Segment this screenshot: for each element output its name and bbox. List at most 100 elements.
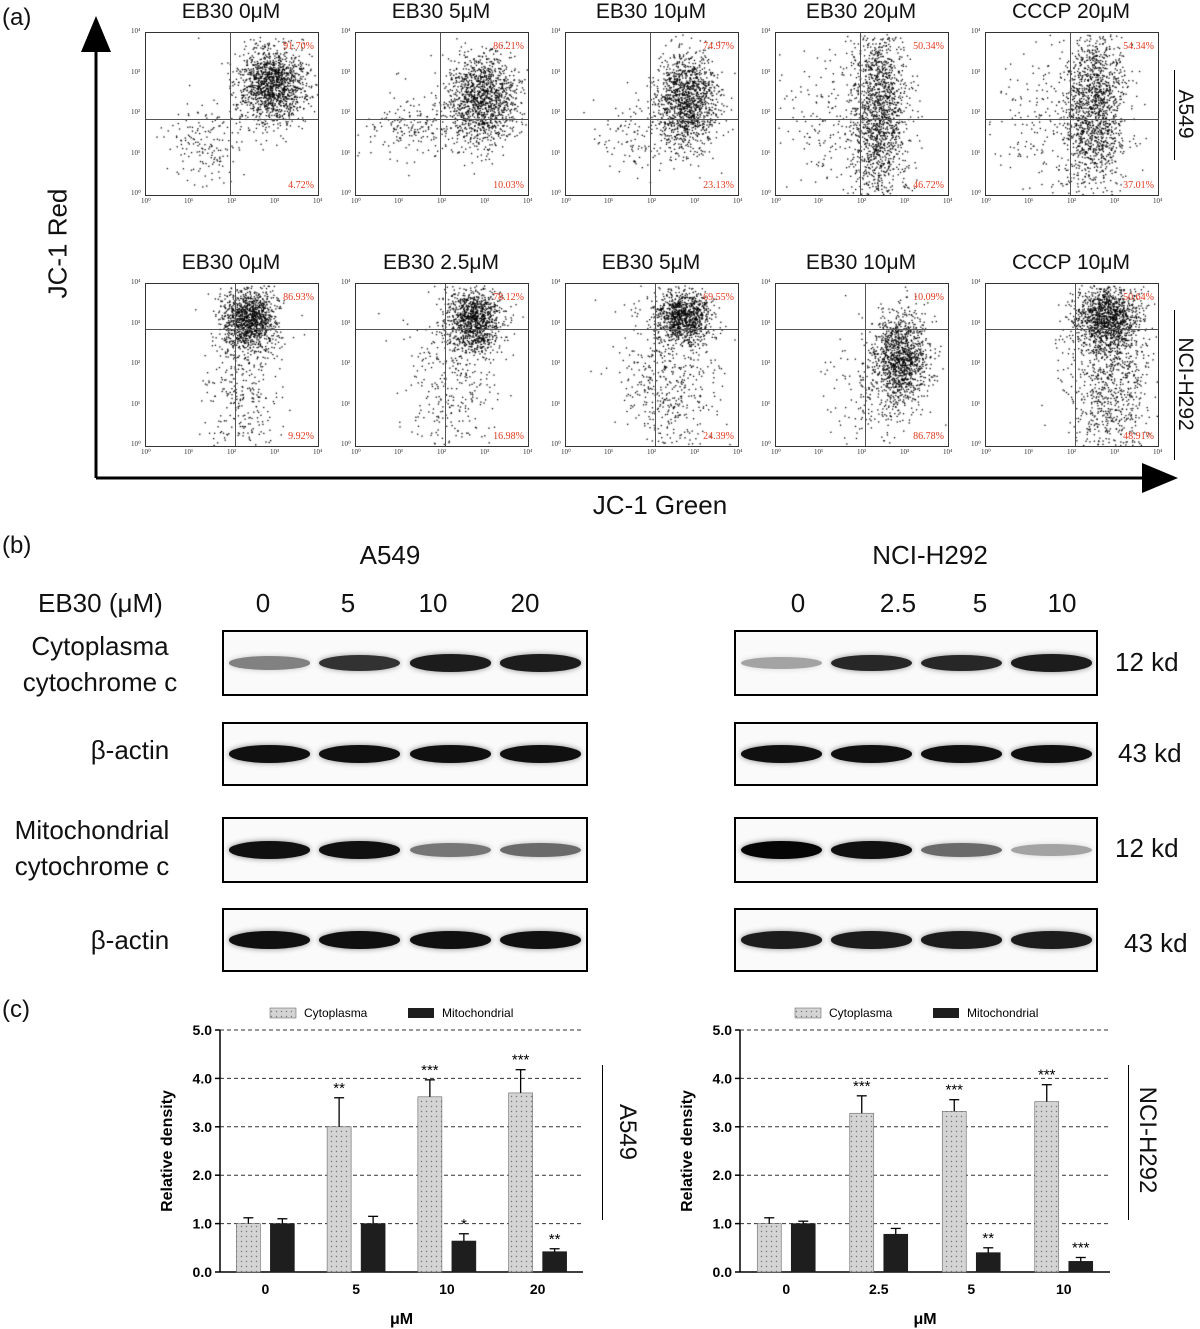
lower-right-percent: 23.13%	[703, 180, 734, 191]
quadrant-horizontal	[986, 329, 1158, 331]
flow-x-tick: 10³	[900, 448, 910, 456]
flow-y-tick: 10³	[971, 67, 981, 76]
flow-x-tick: 10¹	[394, 197, 404, 205]
y-axis-label: Relative density	[159, 1090, 176, 1212]
bar-cytoplasma	[326, 1126, 352, 1273]
flow-x-tick: 10⁰	[141, 448, 151, 456]
lower-right-percent: 86.78%	[913, 431, 944, 442]
chart-h292-side-bar	[1128, 1065, 1129, 1220]
flow-dot-scatter	[566, 33, 738, 195]
flow-cell-line-a549: A549	[1174, 89, 1197, 139]
flow-x-tick: 10¹	[814, 448, 824, 456]
flow-x-tick: 10¹	[184, 448, 194, 456]
wb-row-label-actin-2: β-actin	[90, 925, 170, 955]
quadrant-vertical	[1070, 33, 1072, 195]
flow-y-tick: 10¹	[971, 148, 981, 157]
significance-mark: **	[333, 1080, 345, 1097]
bar-mitochondrial	[1068, 1261, 1094, 1273]
flow-dot-plot: 86.93% 9.92%	[145, 283, 319, 447]
blot-band	[830, 745, 912, 763]
wb-conc-a549-0: 0	[255, 588, 271, 618]
flow-dot-scatter	[566, 284, 738, 446]
upper-right-percent: 10.09%	[913, 292, 944, 303]
flow-x-tick: 10³	[900, 197, 910, 205]
flow-x-tick: 10⁴	[523, 448, 533, 456]
chart-cell-line-h292: NCI-H292	[1134, 1086, 1161, 1194]
blot-band	[500, 931, 582, 949]
x-tick-label: 20	[530, 1281, 546, 1297]
upper-right-percent: 78.12%	[493, 292, 524, 303]
flow-x-tick: 10⁴	[733, 197, 743, 205]
flow-dot-scatter	[146, 284, 318, 446]
blot-band	[228, 745, 310, 763]
flow-y-tick: 10⁴	[341, 278, 351, 286]
western-blot-image	[734, 817, 1098, 883]
blot-band	[409, 843, 491, 857]
chart-a549-side-bar	[602, 1065, 603, 1220]
wb-row-label-mito: Mitochondrial cytochrome c	[0, 812, 192, 884]
blot-band	[1010, 843, 1092, 857]
y-tick-label: 3.0	[713, 1119, 733, 1135]
blot-band	[740, 656, 822, 670]
a549-side-bar	[1174, 70, 1175, 160]
blot-band	[1010, 745, 1092, 763]
wb-conc-header: EB30 (μM)	[38, 588, 163, 618]
flow-y-tick: 10²	[551, 108, 561, 116]
flow-y-tick: 10³	[131, 67, 141, 76]
flow-x-tick: 10²	[437, 197, 447, 205]
blot-band	[319, 841, 401, 859]
panel-a-label: (a)	[2, 4, 32, 31]
flow-x-tick: 10¹	[604, 197, 614, 205]
lower-right-percent: 24.39%	[703, 431, 734, 442]
flow-x-axis-label: JC-1 Green	[592, 490, 728, 520]
flow-y-tick: 10²	[341, 108, 351, 116]
blot-band	[830, 654, 912, 672]
flow-y-tick: 10¹	[131, 148, 141, 157]
flow-y-tick: 10⁴	[551, 27, 561, 35]
legend-label-cytoplasma: Cytoplasma	[829, 1006, 893, 1020]
quadrant-vertical	[230, 33, 232, 195]
blot-band	[500, 654, 582, 672]
flow-y-tick: 10⁰	[131, 189, 141, 197]
flow-plot-title: EB30 5μM	[391, 0, 491, 23]
blot-band	[409, 745, 491, 763]
bar-cytoplasma	[1034, 1101, 1060, 1273]
wb-kd-2: 12 kd	[1115, 833, 1179, 863]
flow-x-tick: 10¹	[604, 448, 614, 456]
flow-x-tick: 10¹	[814, 197, 824, 205]
flow-y-tick: 10⁰	[761, 440, 771, 448]
quadrant-vertical	[235, 284, 237, 446]
western-blot-image	[734, 908, 1098, 972]
upper-right-percent: 86.21%	[493, 41, 524, 52]
flow-x-tick: 10⁴	[523, 197, 533, 205]
wb-conc-h292-1: 2.5	[879, 588, 917, 618]
x-tick-label: 2.5	[869, 1281, 889, 1297]
flow-y-tick: 10¹	[761, 148, 771, 157]
flow-x-tick: 10⁰	[141, 197, 151, 205]
x-tick-label: 10	[1056, 1281, 1072, 1297]
flow-y-tick: 10²	[341, 359, 351, 367]
y-tick-label: 2.0	[713, 1167, 733, 1183]
panel-c-label: (c)	[2, 996, 30, 1023]
x-tick-label: 0	[261, 1281, 269, 1297]
western-blot-image	[734, 722, 1098, 786]
bar-cytoplasma	[941, 1111, 967, 1273]
blot-band	[228, 931, 310, 949]
blot-band	[228, 656, 310, 670]
quadrant-horizontal	[146, 329, 318, 331]
quadrant-horizontal	[776, 118, 948, 120]
flow-x-tick: 10⁴	[313, 197, 323, 205]
lower-right-percent: 10.03%	[493, 180, 524, 191]
significance-mark: **	[982, 1230, 994, 1247]
flow-y-tick: 10⁰	[131, 440, 141, 448]
flow-x-tick: 10³	[480, 448, 490, 456]
chart-cell-line-a549: A549	[614, 1103, 641, 1161]
x-tick-label: 0	[782, 1281, 790, 1297]
flow-x-tick: 10²	[857, 197, 867, 205]
flow-y-tick: 10³	[761, 67, 771, 76]
legend-label-cytoplasma: Cytoplasma	[304, 1006, 368, 1020]
bar-mitochondrial	[451, 1240, 477, 1273]
bar-mitochondrial	[883, 1233, 909, 1273]
wb-conc-h292-2: 5	[972, 588, 988, 618]
y-tick-label: 5.0	[713, 1022, 733, 1038]
